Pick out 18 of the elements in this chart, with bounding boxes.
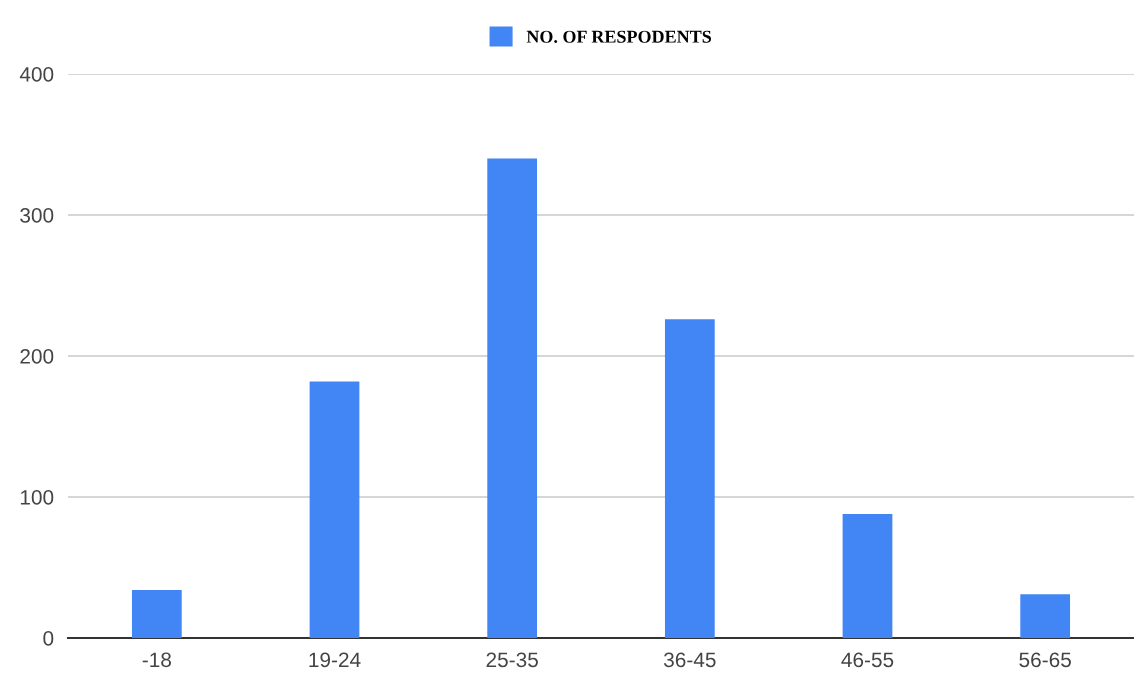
bar <box>131 590 182 638</box>
bar <box>487 158 538 638</box>
y-tick-label: 100 <box>20 490 54 505</box>
y-tick-label: 300 <box>20 208 54 223</box>
bar <box>309 381 360 638</box>
x-tick-label: 46-55 <box>841 652 894 668</box>
x-tick-label: 25-35 <box>486 652 538 668</box>
bar <box>664 319 715 638</box>
x-tick-label: 19-24 <box>309 652 361 668</box>
x-tick-label: 36-45 <box>663 652 716 668</box>
y-tick-label: 200 <box>20 349 54 364</box>
bar <box>842 513 893 638</box>
y-tick-label: 0 <box>43 631 54 646</box>
x-tick-label: 56-65 <box>1019 652 1071 668</box>
x-tick-label: -18 <box>142 652 171 668</box>
legend-label: NO. OF RESPODENTS <box>526 30 711 43</box>
bar <box>1020 594 1071 638</box>
y-tick-label: 400 <box>19 67 54 82</box>
